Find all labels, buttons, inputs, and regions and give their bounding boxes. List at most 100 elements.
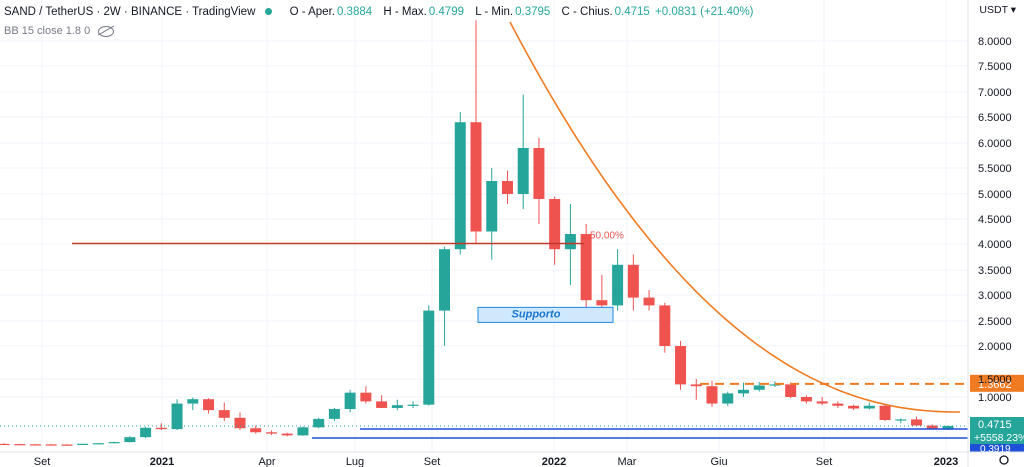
candle-body xyxy=(612,264,624,306)
candle-body xyxy=(911,419,923,426)
candle-body xyxy=(675,346,687,385)
x-tick-label: Set xyxy=(34,456,51,467)
candle-body xyxy=(785,384,797,397)
candle-body xyxy=(218,410,230,418)
candle-body xyxy=(14,444,26,446)
candle-body xyxy=(61,444,73,446)
currency-selector[interactable]: USDT ▾ xyxy=(979,4,1016,16)
candle-body xyxy=(171,403,183,430)
candle-body xyxy=(627,264,639,298)
candle-body xyxy=(281,433,293,436)
descending-trendline xyxy=(509,21,960,413)
candle-body xyxy=(0,443,10,446)
y-tick-label: 5.5000 xyxy=(978,163,1012,175)
candle-body xyxy=(580,234,592,301)
indicator-legend: BB 15 close 1.8 0 xyxy=(4,25,115,37)
y-tick-label: 1.0000 xyxy=(978,392,1012,404)
candle-body xyxy=(454,122,466,250)
candle-body xyxy=(863,405,875,409)
chart-header: SAND / TetherUS · 2W · BINANCE · Trading… xyxy=(4,6,754,18)
y-tick-label: 2.5000 xyxy=(978,316,1012,328)
y-tick-label: 6.5000 xyxy=(978,112,1012,124)
last-price-tag xyxy=(970,417,1024,445)
candle-body xyxy=(470,122,482,232)
y-tick-label: 4.0000 xyxy=(978,239,1012,251)
y-tick-label: 6.0000 xyxy=(978,138,1012,150)
y-tick-label: 4.5000 xyxy=(978,214,1012,226)
blue-price-text: 0.3919 xyxy=(980,444,1011,455)
dashed-price-tag xyxy=(970,374,1024,392)
candle-body xyxy=(391,405,403,408)
candle-body xyxy=(328,409,340,419)
candle-body xyxy=(706,386,718,404)
support-label: Supporto xyxy=(512,308,561,320)
candle-body xyxy=(108,442,120,444)
candle-body xyxy=(564,234,576,250)
x-tick-label: Apr xyxy=(258,456,275,467)
candle-body xyxy=(297,427,309,436)
last-price-text: 0.4715 xyxy=(978,419,1012,431)
indicator-label[interactable]: BB 15 close 1.8 0 xyxy=(4,25,91,37)
candle-body xyxy=(187,399,199,404)
grid xyxy=(0,0,968,452)
high-label: H - Max. xyxy=(383,6,427,18)
candle-body xyxy=(942,425,954,430)
blue-price-tag xyxy=(970,444,1024,452)
candle-body xyxy=(832,403,844,406)
candle-body xyxy=(124,437,136,443)
hidden-eye-icon[interactable] xyxy=(98,25,115,37)
candles xyxy=(0,20,954,446)
candle-body xyxy=(486,181,498,232)
x-tick-label: 2022 xyxy=(542,456,566,467)
candle-body xyxy=(737,389,749,394)
low-label: L - Min. xyxy=(475,6,514,18)
candle-body xyxy=(643,297,655,306)
y-tick-label: 3.0000 xyxy=(978,290,1012,302)
candle-body xyxy=(155,427,167,430)
y-tick-label: 7.5000 xyxy=(978,61,1012,73)
candle-body xyxy=(895,419,907,421)
y-tick-label: 8.0000 xyxy=(978,36,1012,48)
candle-body xyxy=(501,181,513,194)
y-tick-label: 3.5000 xyxy=(978,265,1012,277)
trendline-curve xyxy=(509,21,960,413)
y-tick-label: 1.5000 xyxy=(978,374,1012,386)
y-tick-label: 5.0000 xyxy=(978,189,1012,201)
candle-body xyxy=(800,397,812,402)
candle-body xyxy=(360,392,372,402)
candle-body xyxy=(848,405,860,409)
candle-body xyxy=(45,444,57,446)
x-tick-label: Giu xyxy=(710,456,727,467)
close-label: C - Chius. xyxy=(561,6,613,18)
change-value: +0.0831 (+21.40%) xyxy=(655,6,754,18)
annotations: 50.00% Supporto 1.3662 0.4715+5558.23%0.391… xyxy=(0,231,1024,455)
market-status-dot xyxy=(265,7,273,15)
high-value: 0.4799 xyxy=(428,6,464,18)
x-tick-label: 2021 xyxy=(150,456,174,467)
open-value: 0.3884 xyxy=(336,6,373,18)
x-tick-label: Set xyxy=(816,456,833,467)
candle-body xyxy=(313,418,325,428)
candle-body xyxy=(816,401,828,404)
candle-body xyxy=(439,249,451,311)
support-zone xyxy=(477,306,614,323)
candle-body xyxy=(92,443,104,445)
symbol-title[interactable]: SAND / TetherUS · 2W · BINANCE · Trading… xyxy=(4,6,256,18)
candle-body xyxy=(722,393,734,404)
settings-gear-icon[interactable] xyxy=(999,455,1009,465)
x-tick-label: Set xyxy=(424,456,441,467)
candle-body xyxy=(250,428,262,433)
y-tick-label: 2.0000 xyxy=(978,341,1012,353)
dashed-price-text: 1.3662 xyxy=(978,379,1012,391)
x-tick-label: Mar xyxy=(618,456,637,467)
fib-label: 50.00% xyxy=(590,231,624,242)
candle-body xyxy=(29,444,41,446)
candle-body xyxy=(376,401,388,408)
candle-body xyxy=(203,399,215,411)
candle-body xyxy=(533,148,545,199)
candle-body xyxy=(769,384,781,386)
candle-body xyxy=(753,385,765,390)
candle-body xyxy=(344,392,356,410)
